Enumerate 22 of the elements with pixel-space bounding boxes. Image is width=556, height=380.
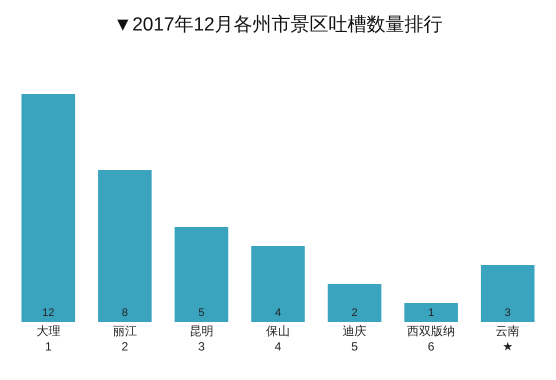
chart-title: ▼2017年12月各州市景区吐槽数量排行: [113, 13, 443, 36]
bar: [21, 94, 76, 322]
data-label: 1: [428, 307, 434, 319]
bar: [404, 303, 458, 322]
data-label: 12: [42, 307, 54, 319]
x-tick-label: 丽江 2: [112, 324, 137, 354]
bar: [98, 170, 152, 322]
x-tick-label: 大理 1: [36, 324, 60, 354]
data-label: 3: [504, 307, 511, 319]
x-tick-label: 迪庆 5: [342, 324, 367, 354]
x-tick-label: 云南 ★: [496, 324, 520, 354]
bar: [480, 265, 535, 322]
x-tick-label: 西双版纳 6: [407, 324, 456, 354]
bar: [174, 227, 228, 322]
bar: [328, 284, 382, 322]
data-label: 8: [122, 307, 128, 319]
bar: [251, 246, 305, 322]
x-tick-label: 保山 4: [266, 324, 290, 354]
data-label: 2: [352, 307, 358, 319]
data-label: 5: [198, 307, 204, 319]
x-tick-label: 昆明 3: [189, 324, 214, 354]
data-label: 4: [274, 307, 282, 319]
